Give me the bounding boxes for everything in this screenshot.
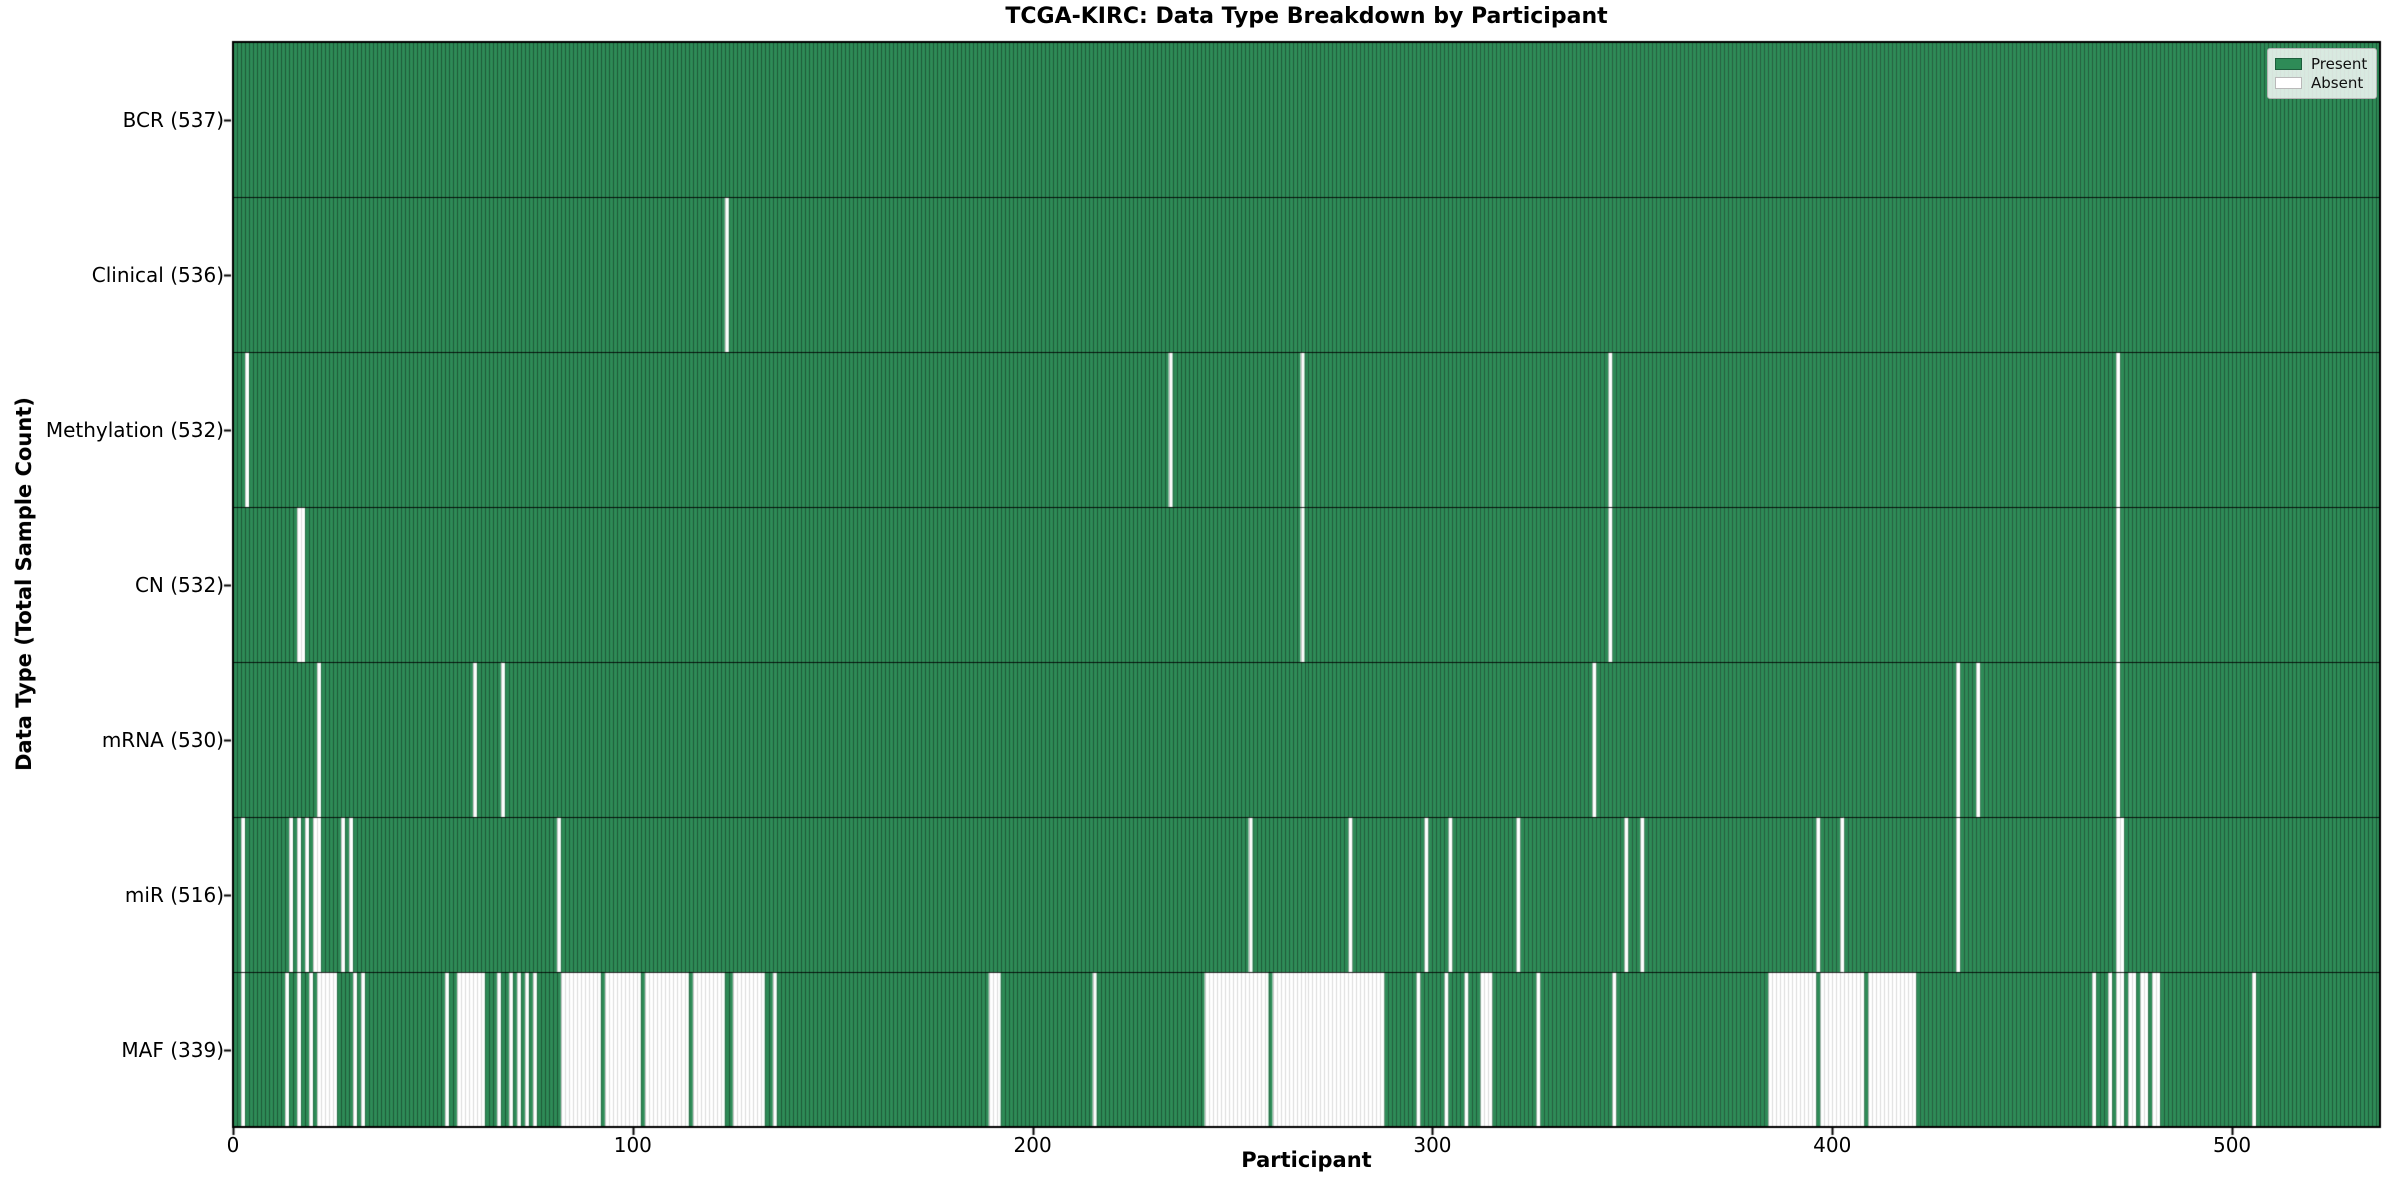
y-tick-label: miR (516) [124, 882, 224, 907]
x-tick-label: 0 [226, 1133, 240, 1157]
x-axis-label: Participant [1241, 1148, 1372, 1172]
x-tick-label: 500 [2212, 1133, 2252, 1157]
legend: Present Absent [2267, 48, 2377, 99]
present-swatch-icon [2275, 58, 2302, 70]
y-tick-label: Clinical (536) [91, 262, 224, 287]
y-tick-label: BCR (537) [122, 107, 224, 132]
legend-entry-present: Present [2275, 55, 2369, 73]
absent-swatch-icon [2275, 77, 2302, 89]
legend-label-present: Present [2311, 54, 2368, 73]
legend-entry-absent: Absent [2275, 74, 2369, 92]
x-tick-label: 300 [1413, 1133, 1452, 1157]
x-tick-label: 400 [1813, 1133, 1852, 1157]
x-tick-label: 100 [613, 1133, 652, 1157]
y-tick-label: mRNA (530) [101, 727, 224, 752]
x-tick-label: 200 [1013, 1133, 1052, 1157]
chart-title: TCGA-KIRC: Data Type Breakdown by Partic… [1005, 4, 1608, 29]
y-tick-label: MAF (339) [121, 1037, 224, 1062]
legend-label-absent: Absent [2311, 73, 2364, 92]
y-tick-label: Methylation (532) [45, 417, 224, 442]
y-tick-label: CN (532) [134, 572, 224, 597]
